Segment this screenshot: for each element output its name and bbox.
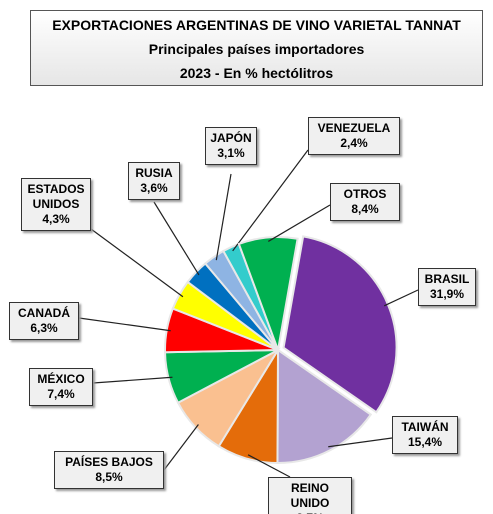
leader-line [215,173,232,261]
leader-line [92,376,173,384]
slice-name: RUSIA [135,166,173,180]
slice-name: JAPÓN [210,131,252,145]
slice-name: BRASIL [424,272,470,286]
pie-slice [237,236,299,354]
leader-line [267,204,331,242]
data-label: MÉXICO 7,4% [29,368,93,406]
slice-name: OTROS [343,187,387,201]
data-label: CANADÁ 6,3% [9,302,79,340]
data-label: BRASIL 31,9% [418,268,476,306]
slice-value: 2,4% [340,136,368,150]
data-label: TAIWÁN 15,4% [392,416,458,454]
slice-value: 31,9% [429,287,465,301]
slice-value: 8,4% [351,202,379,216]
leader-line [232,149,309,252]
data-label: RUSIA 3,6% [128,162,180,200]
slice-value: 3,6% [140,181,168,195]
slice-name: MÉXICO [37,372,85,386]
chart-subtitle: Principales países importadores [148,41,365,57]
slice-value: 8,7% [273,511,347,514]
slice-value: 6,3% [30,321,58,335]
slice-value: 8,5% [95,470,123,484]
slice-name: REINO UNIDO [290,481,330,510]
data-label: PAÍSES BAJOS 8,5% [54,451,164,489]
slice-value: 15,4% [407,435,443,449]
data-label: ESTADOS UNIDOS 4,3% [21,178,91,231]
slice-value: 3,1% [217,146,245,160]
slice-name: TAIWÁN [401,420,449,434]
pie-slice [276,348,373,464]
data-label: VENEZUELA 2,4% [308,117,400,155]
slice-value: 7,4% [47,387,75,401]
slice-name: CANADÁ [18,306,70,320]
leader-line [78,317,171,332]
title-box: EXPORTACIONES ARGENTINAS DE VINO VARIETA… [30,10,483,86]
leader-line [383,289,419,307]
slice-name: VENEZUELA [317,121,391,135]
slice-value: 4,3% [42,212,70,226]
leader-line [90,228,184,298]
chart-subtitle: 2023 - En % hectólitros [179,65,334,81]
leader-line [153,201,200,276]
data-label: OTROS 8,4% [330,183,400,221]
chart-title: EXPORTACIONES ARGENTINAS DE VINO VARIETA… [52,17,461,33]
leader-line [328,437,393,448]
leader-line [163,424,199,471]
slice-name: PAÍSES BAJOS [65,455,153,469]
data-label: JAPÓN 3,1% [205,127,257,165]
leader-line [247,454,291,478]
slice-name: ESTADOS UNIDOS [27,182,85,211]
data-label: REINO UNIDO8,7% [268,477,352,514]
